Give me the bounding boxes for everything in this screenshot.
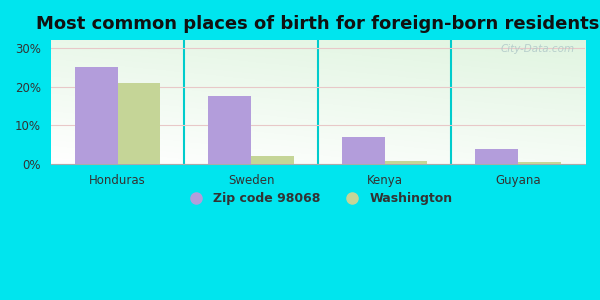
Bar	[475, 149, 518, 164]
Bar	[251, 156, 294, 164]
Bar	[385, 161, 427, 164]
Bar	[518, 162, 561, 164]
Bar	[75, 67, 118, 164]
Title: Most common places of birth for foreign-born residents: Most common places of birth for foreign-…	[36, 15, 599, 33]
Legend: Zip code 98068, Washington: Zip code 98068, Washington	[178, 187, 457, 210]
Bar	[208, 96, 251, 164]
Bar	[118, 83, 160, 164]
Text: City-Data.com: City-Data.com	[500, 44, 574, 54]
Bar	[342, 137, 385, 164]
